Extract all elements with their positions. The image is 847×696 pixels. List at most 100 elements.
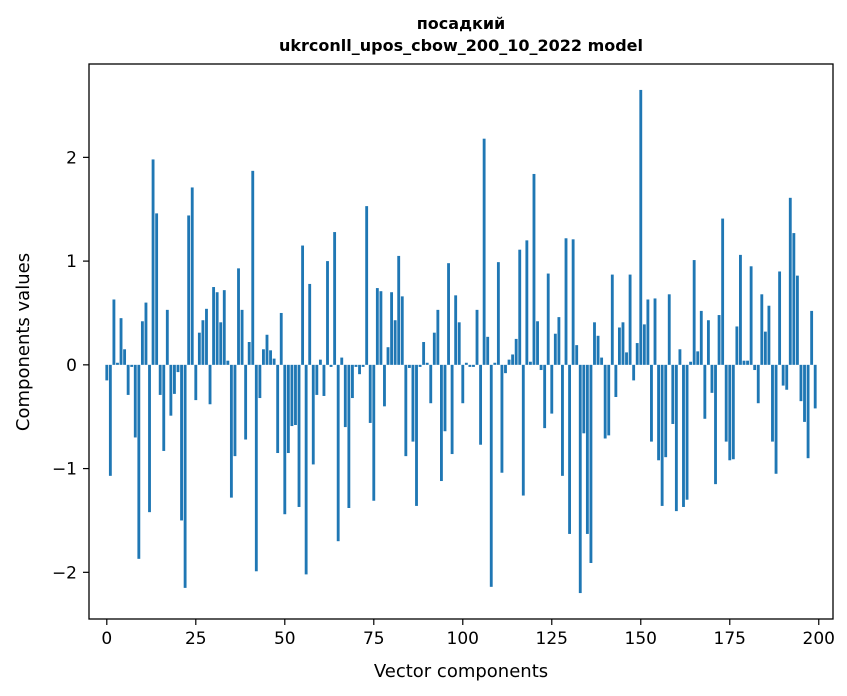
bar-65 (336, 364, 340, 542)
bar-89 (422, 342, 426, 365)
bar-166 (696, 351, 700, 365)
bar-19 (173, 364, 176, 394)
bar-24 (190, 187, 194, 365)
bar-36 (233, 364, 237, 457)
bar-155 (657, 364, 660, 461)
bar-78 (383, 364, 386, 407)
bar-106 (482, 138, 486, 365)
bar-63 (329, 364, 333, 367)
bar-127 (557, 317, 561, 365)
bar-152 (646, 299, 650, 365)
bar-188 (774, 364, 778, 474)
bar-164 (689, 361, 693, 365)
bar-108 (489, 364, 493, 587)
bar-97 (450, 364, 454, 455)
bar-9 (137, 364, 141, 559)
bar-92 (432, 332, 436, 365)
bar-192 (788, 197, 792, 365)
x-tick-label-75: 75 (363, 629, 385, 649)
bar-1 (108, 364, 112, 476)
bar-34 (226, 360, 230, 365)
bar-10 (140, 321, 144, 365)
bar-159 (671, 364, 675, 424)
bar-193 (792, 233, 796, 365)
bar-145 (621, 322, 625, 365)
bar-135 (585, 364, 589, 534)
bar-181 (749, 266, 753, 365)
bar-13 (151, 159, 155, 365)
bar-16 (162, 364, 166, 451)
bar-53 (294, 364, 297, 426)
bar-117 (521, 364, 525, 496)
bar-163 (685, 364, 689, 500)
bar-138 (596, 335, 600, 365)
bar-102 (468, 364, 472, 367)
bar-22 (183, 364, 187, 588)
bar-39 (244, 364, 248, 440)
bar-139 (600, 357, 604, 365)
y-tick-label--2: −2 (52, 563, 77, 583)
bar-186 (767, 305, 771, 365)
bars-group (105, 89, 817, 594)
bar-81 (393, 320, 397, 365)
bar-103 (472, 364, 475, 367)
bar-151 (642, 324, 646, 365)
bar-100 (461, 364, 465, 404)
bar-3 (116, 362, 119, 365)
bar-11 (144, 302, 148, 365)
bar-76 (375, 288, 379, 365)
bar-113 (507, 359, 511, 365)
bar-128 (561, 364, 564, 476)
bar-80 (390, 292, 394, 365)
bar-175 (728, 364, 732, 461)
bar-147 (628, 274, 632, 365)
bar-71 (358, 364, 361, 375)
bar-172 (717, 315, 721, 365)
bar-184 (760, 294, 764, 365)
bar-30 (212, 287, 216, 365)
bar-199 (813, 364, 817, 409)
bar-125 (550, 364, 554, 414)
bar-87 (415, 364, 418, 506)
bar-0 (105, 364, 109, 381)
bar-111 (500, 364, 504, 473)
bar-45 (265, 334, 269, 365)
chart-title-line-2: ukrconll_upos_cbow_200_10_2022 model (279, 36, 643, 55)
bar-73 (365, 206, 369, 365)
bar-132 (575, 345, 579, 365)
bar-91 (429, 364, 433, 404)
bar-182 (753, 364, 757, 371)
bar-189 (778, 271, 782, 365)
y-tick-label-0: 0 (66, 356, 77, 376)
bar-5 (123, 349, 127, 365)
bar-179 (742, 360, 746, 365)
bar-158 (667, 294, 671, 365)
bar-134 (582, 364, 586, 434)
bar-48 (276, 364, 280, 454)
bar-67 (343, 364, 347, 428)
y-tick-label-2: 2 (66, 148, 77, 168)
bar-33 (222, 290, 226, 365)
x-tick-label-200: 200 (803, 629, 835, 649)
bar-168 (703, 364, 707, 419)
x-tick-label-25: 25 (185, 629, 207, 649)
x-tick-label-175: 175 (714, 629, 746, 649)
bar-137 (593, 322, 596, 365)
bar-79 (386, 347, 390, 365)
y-tick-label-1: 1 (66, 252, 77, 272)
bar-4 (119, 318, 123, 365)
bar-44 (262, 349, 265, 365)
bar-119 (528, 361, 532, 365)
bar-93 (436, 309, 440, 365)
bar-194 (795, 275, 799, 365)
bar-112 (504, 364, 507, 374)
bar-195 (799, 364, 803, 402)
bar-183 (756, 364, 760, 404)
bar-75 (372, 364, 376, 501)
bar-161 (678, 349, 682, 365)
bar-105 (479, 364, 483, 445)
bar-6 (126, 364, 130, 395)
bar-120 (532, 173, 536, 365)
bar-156 (660, 364, 664, 506)
bar-26 (197, 332, 201, 365)
